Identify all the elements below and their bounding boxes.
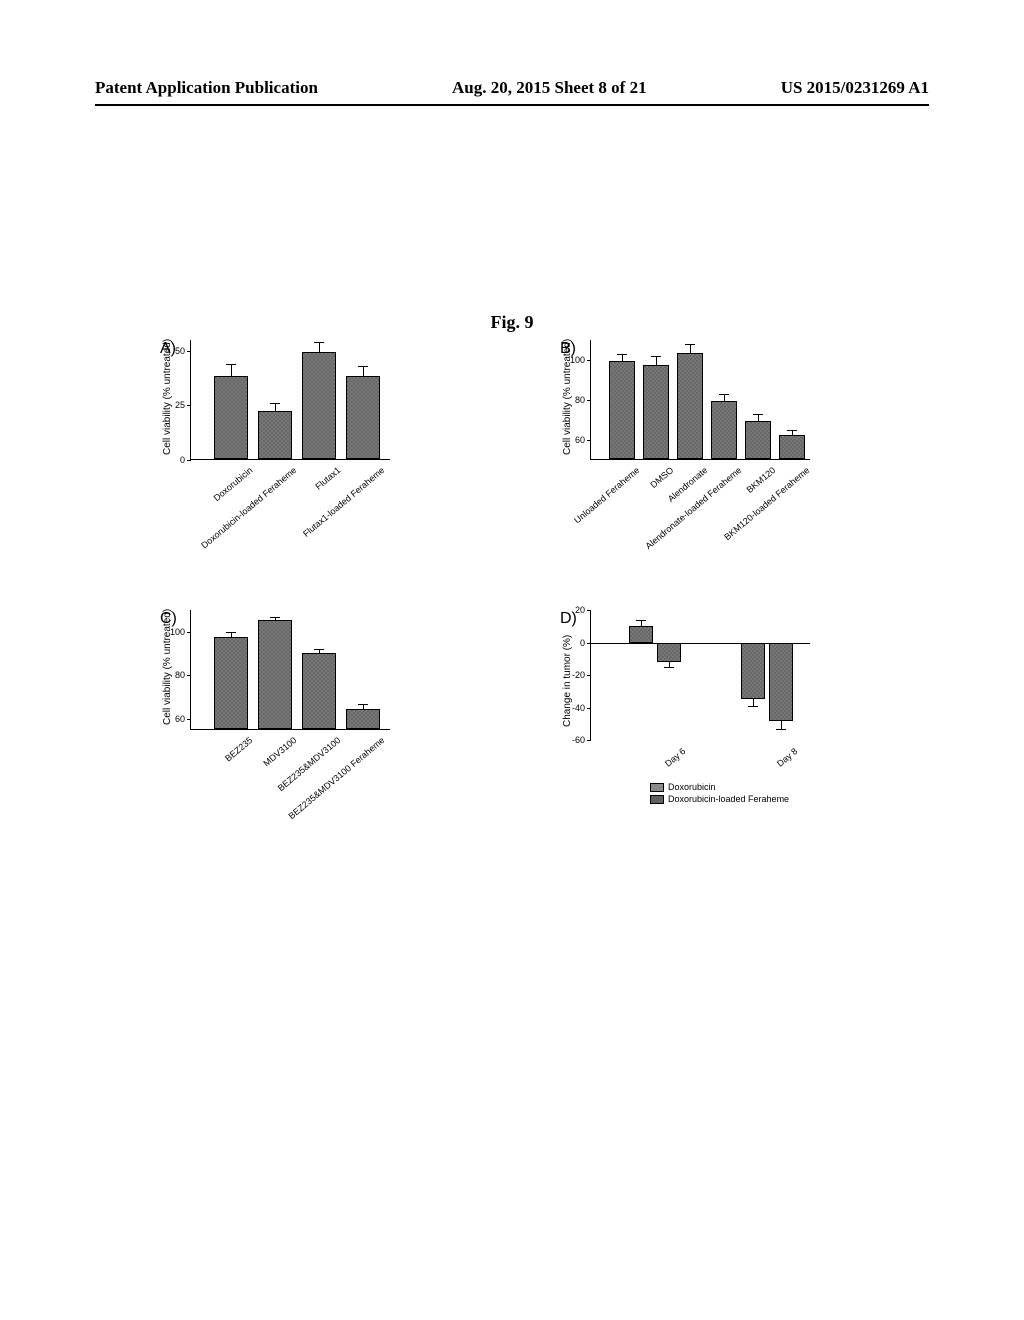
y-axis-title: Cell viability (% untreated)	[162, 609, 173, 725]
y-tick-label: 60	[175, 714, 185, 724]
y-axis-title: Cell viability (% untreated)	[162, 339, 173, 455]
bar	[779, 435, 805, 459]
panel-a: A) 02550DoxorubicinDoxorubicin-loaded Fe…	[160, 340, 420, 570]
bar	[214, 376, 248, 459]
bar	[643, 365, 669, 459]
bar	[258, 411, 292, 459]
y-tick-label: 80	[175, 670, 185, 680]
panel-b: B) 6080100Unloaded FerahemeDMSOAlendrona…	[560, 340, 840, 570]
legend-label: Doxorubicin	[668, 782, 716, 792]
bar	[741, 643, 765, 700]
y-tick-label: -40	[572, 703, 585, 713]
y-axis-title: Cell viability (% untreated)	[562, 339, 573, 455]
page-header: Patent Application Publication Aug. 20, …	[0, 78, 1024, 98]
y-tick-label: -20	[572, 670, 585, 680]
y-tick-label: 25	[175, 400, 185, 410]
bar	[769, 643, 793, 721]
y-tick-label: 50	[175, 346, 185, 356]
bar	[629, 626, 653, 642]
y-tick-label: -60	[572, 735, 585, 745]
figure-title: Fig. 9	[0, 312, 1024, 333]
bar	[711, 401, 737, 459]
legend-item: Doxorubicin-loaded Feraheme	[650, 794, 789, 804]
legend-label: Doxorubicin-loaded Feraheme	[668, 794, 789, 804]
y-axis-title: Change in tumor (%)	[562, 635, 573, 727]
bar	[745, 421, 771, 459]
bar	[346, 709, 380, 729]
bar	[609, 361, 635, 459]
bar	[677, 353, 703, 459]
y-tick-label: 20	[575, 605, 585, 615]
bar	[657, 643, 681, 663]
bar	[302, 352, 336, 459]
header-center: Aug. 20, 2015 Sheet 8 of 21	[452, 78, 647, 98]
header-rule	[95, 104, 929, 106]
y-tick-label: 0	[180, 455, 185, 465]
panel-d: D) -60-40-20020Day 6Day 8Change in tumor…	[560, 610, 840, 830]
bar	[258, 620, 292, 729]
y-tick-label: 60	[575, 435, 585, 445]
figure-panels: A) 02550DoxorubicinDoxorubicin-loaded Fe…	[160, 340, 840, 840]
legend: Doxorubicin Doxorubicin-loaded Feraheme	[650, 780, 789, 804]
legend-item: Doxorubicin	[650, 782, 789, 792]
header-left: Patent Application Publication	[95, 78, 318, 98]
panel-c: C) 6080100BEZ235MDV3100BEZ235&MDV3100BEZ…	[160, 610, 420, 840]
y-tick-label: 80	[575, 395, 585, 405]
header-right: US 2015/0231269 A1	[781, 78, 929, 98]
legend-swatch	[650, 795, 664, 804]
y-tick-label: 0	[580, 638, 585, 648]
bar	[302, 653, 336, 729]
legend-swatch	[650, 783, 664, 792]
bar	[346, 376, 380, 459]
bar	[214, 637, 248, 729]
